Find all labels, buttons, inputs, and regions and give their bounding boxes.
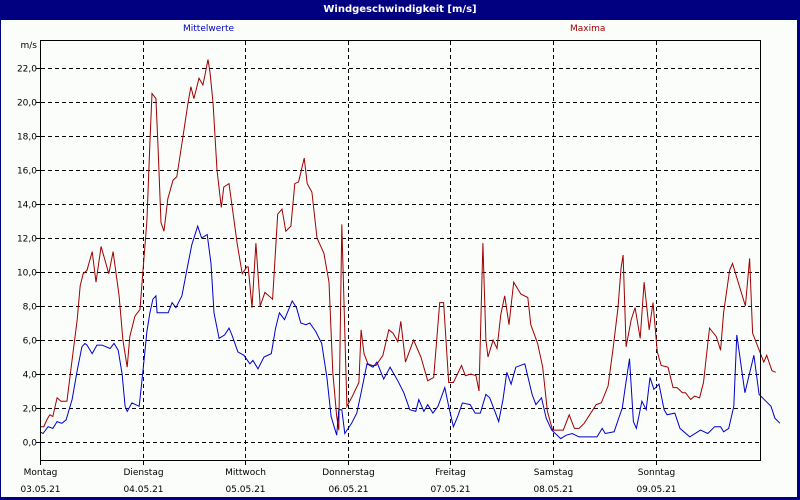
y-tick-label: 8,0 — [23, 303, 38, 313]
y-tick-label: 0,0 — [23, 439, 38, 449]
x-date-label: 04.05.21 — [123, 485, 163, 495]
y-tick-label: 14,0 — [17, 201, 37, 211]
x-day-label: Sonntag — [638, 468, 675, 478]
window-title: Windgeschwindigkeit [m/s] — [323, 4, 477, 15]
x-date-label: 08.05.21 — [533, 485, 573, 495]
x-day-label: Samstag — [534, 468, 573, 478]
x-day-label: Dienstag — [123, 468, 163, 478]
grid-lines — [41, 41, 760, 460]
y-tick-label: 16,0 — [17, 167, 37, 177]
x-day-label: Freitag — [435, 468, 466, 478]
x-axis: Montag 03.05.21 Dienstag 04.05.21 Mittwoch 05… — [20, 460, 677, 495]
y-tick-label: 4,0 — [23, 371, 38, 381]
y-tick-label: 18,0 — [17, 133, 37, 143]
x-day-label: Mittwoch — [225, 468, 266, 478]
y-tick-label: 22,0 — [17, 65, 37, 75]
y-tick-label: 20,0 — [17, 99, 37, 109]
x-date-label: 05.05.21 — [225, 485, 265, 495]
x-day-label: Donnerstag — [322, 468, 375, 478]
y-unit-label: m/s — [21, 41, 38, 51]
plot-frame — [40, 40, 761, 461]
x-date-label: 03.05.21 — [20, 485, 60, 495]
x-date-label: 06.05.21 — [328, 485, 368, 495]
series-maxima-line — [40, 59, 776, 431]
x-date-label: 09.05.21 — [636, 485, 676, 495]
x-day-label: Montag — [24, 468, 58, 478]
x-date-label: 07.05.21 — [430, 485, 470, 495]
legend-mean: Mittelwerte — [183, 24, 235, 34]
series-mittelwerte-line — [39, 224, 781, 440]
y-tick-label: 10,0 — [17, 269, 37, 279]
y-tick-label: 6,0 — [23, 337, 38, 347]
y-tick-label: 2,0 — [23, 405, 38, 415]
legend-max: Maxima — [570, 24, 606, 34]
chart-canvas — [1, 20, 797, 497]
y-tick-label: 12,0 — [17, 235, 37, 245]
y-axis: 0,0 2,0 4,0 6,0 8,0 10,0 12,0 14,0 16,0 18,0 20,0 2… — [17, 41, 41, 449]
